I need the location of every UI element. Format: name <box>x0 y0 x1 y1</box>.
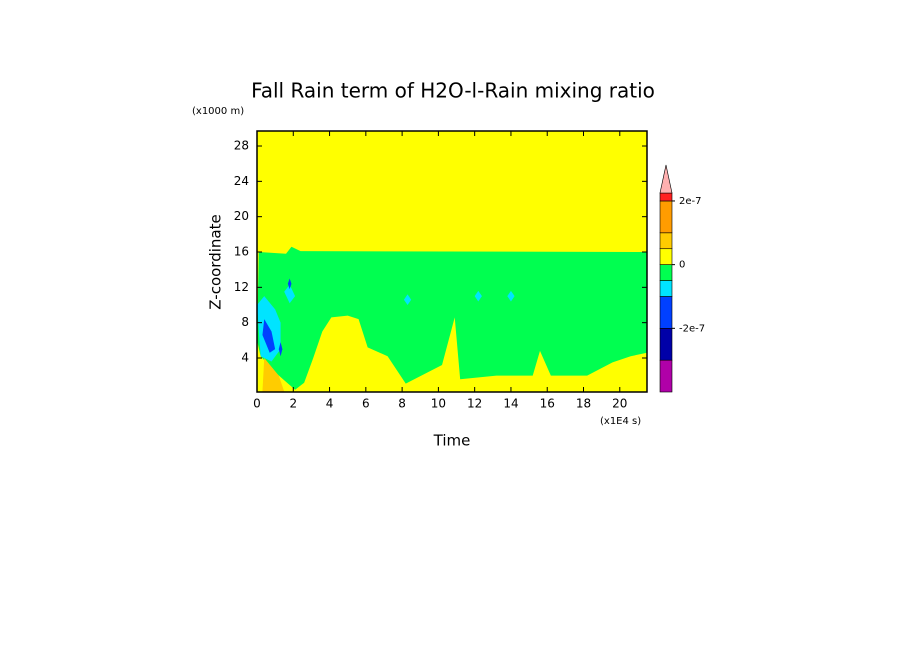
colorbar-bin <box>659 200 673 234</box>
contour-region <box>257 246 647 390</box>
colorbar-bin <box>659 248 673 265</box>
y-tick-label: 24 <box>234 174 249 188</box>
x-tick-label: 6 <box>362 397 370 411</box>
y-tick-label: 28 <box>234 139 249 153</box>
colorbar-bin <box>659 264 673 281</box>
colorbar-bin <box>659 359 673 393</box>
plot-frame <box>256 130 648 393</box>
x-tick-label: 16 <box>540 397 555 411</box>
x-tick-label: 12 <box>467 397 482 411</box>
colorbar-bin <box>659 328 673 361</box>
x-unit: (x1E4 s) <box>600 416 641 427</box>
colorbar-extend <box>659 164 673 194</box>
contour-region <box>278 342 283 357</box>
x-axis-label: Time <box>433 432 471 450</box>
colorbar-bin <box>659 232 673 250</box>
x-tick-label: 8 <box>398 397 406 411</box>
y-tick-label: 20 <box>234 209 249 223</box>
x-tick-label: 0 <box>253 397 261 411</box>
colorbar-bin <box>659 296 673 329</box>
colorbar-tick-label: 2e-7 <box>679 196 702 207</box>
contour-region <box>262 319 276 353</box>
contour-region <box>287 278 292 290</box>
y-tick-label: 12 <box>234 280 249 294</box>
x-tick-label: 10 <box>431 397 446 411</box>
contour-region <box>507 290 515 302</box>
y-tick-label: 8 <box>241 315 249 329</box>
colorbar-bin <box>659 192 673 202</box>
contour-region <box>284 284 296 304</box>
contour-region <box>403 294 412 305</box>
y-axis-label: Z-coordinate <box>207 214 225 309</box>
colorbar-tick-label: -2e-7 <box>679 323 705 334</box>
y-tick-label: 16 <box>234 245 249 259</box>
colorbar-bin <box>659 280 673 297</box>
x-tick-label: 4 <box>326 397 334 411</box>
x-tick-label: 20 <box>612 397 627 411</box>
y-unit: (x1000 m) <box>192 106 244 117</box>
x-tick-label: 14 <box>503 397 518 411</box>
contour-region <box>262 357 285 392</box>
chart-title: Fall Rain term of H2O-l-Rain mixing rati… <box>251 79 655 103</box>
y-tick-label: 4 <box>241 350 249 364</box>
colorbar-tick-label: 0 <box>679 260 685 271</box>
x-tick-label: 2 <box>289 397 297 411</box>
contour-region <box>474 290 482 302</box>
x-tick-label: 18 <box>576 397 591 411</box>
